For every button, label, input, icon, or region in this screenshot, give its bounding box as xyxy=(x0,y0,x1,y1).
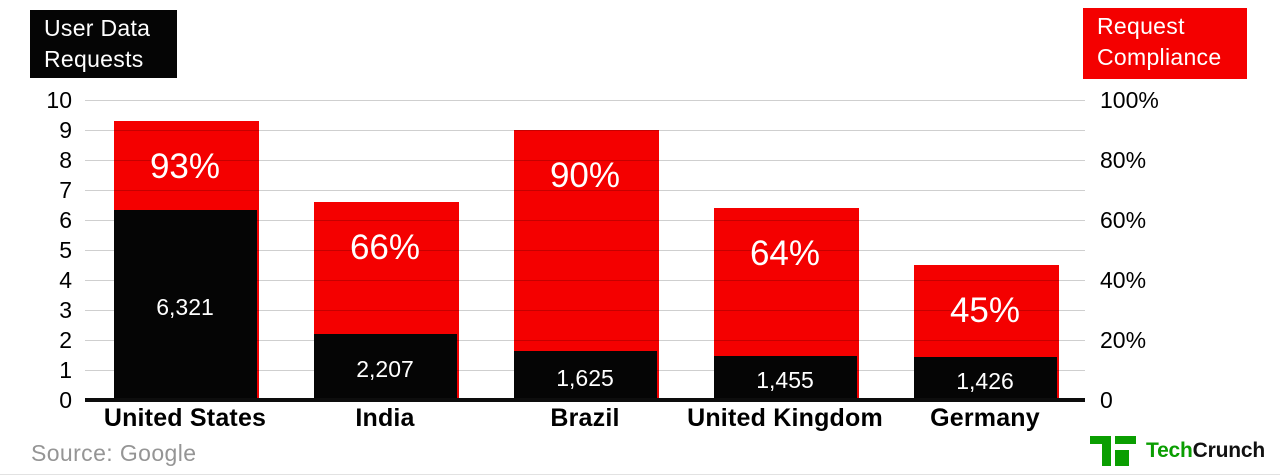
techcrunch-tc-icon xyxy=(1090,436,1136,466)
x-axis-label-united-kingdom: United Kingdom xyxy=(687,404,883,432)
bar-requests-germany xyxy=(914,357,1057,400)
gridline xyxy=(85,159,1085,161)
y-axis-tick-left: 0 xyxy=(59,387,72,413)
bar-percent-label: 90% xyxy=(549,156,621,195)
y-axis-tick-left: 5 xyxy=(59,237,72,263)
gridline xyxy=(85,309,1085,311)
x-axis-label-india: India xyxy=(355,404,415,432)
y-axis-tick-left: 7 xyxy=(59,177,72,203)
y-axis-tick-left: 6 xyxy=(59,207,72,233)
bar-value-label: 2,207 xyxy=(356,355,414,382)
gridline xyxy=(85,189,1085,191)
x-axis-label-germany: Germany xyxy=(930,404,1040,432)
bar-requests-brazil xyxy=(514,351,657,400)
bar-percent-label: 64% xyxy=(749,234,821,273)
legend-label-line: Compliance xyxy=(1097,44,1222,70)
bar-value-label: 6,321 xyxy=(156,294,214,321)
legend-request-compliance: Request Compliance xyxy=(1083,8,1247,79)
y-axis-tick-left: 3 xyxy=(59,297,72,323)
legend-label-line: User Data xyxy=(44,15,151,41)
bar-requests-india xyxy=(314,333,457,400)
gridline xyxy=(85,339,1085,341)
bar-percent-label: 66% xyxy=(349,228,421,267)
bar-value-label: 1,455 xyxy=(756,367,814,394)
x-axis-label-brazil: Brazil xyxy=(550,404,620,432)
wordmark-tech: Tech xyxy=(1146,439,1193,462)
bar-value-label: 1,625 xyxy=(556,364,614,391)
bar-requests-united-states xyxy=(114,210,257,400)
x-axis-line xyxy=(85,398,1085,402)
y-axis-tick-right: 100% xyxy=(1100,87,1159,113)
y-axis-tick-left: 2 xyxy=(59,327,72,353)
y-axis-tick-left: 9 xyxy=(59,117,72,143)
bar-value-label: 1,426 xyxy=(956,367,1014,394)
bar-percent-label: 93% xyxy=(149,147,221,186)
y-axis-tick-right: 80% xyxy=(1100,147,1147,173)
bar-percent-label: 45% xyxy=(949,291,1021,330)
y-axis-tick-left: 8 xyxy=(59,147,72,173)
legend-label-line: Requests xyxy=(44,46,144,72)
y-axis-tick-left: 1 xyxy=(59,357,72,383)
techcrunch-logo: TechCrunch xyxy=(1090,436,1265,466)
gridline xyxy=(85,99,1085,101)
legend-label-line: Request xyxy=(1097,13,1185,39)
legend-user-data-requests: User Data Requests xyxy=(30,10,177,78)
techcrunch-wordmark: TechCrunch xyxy=(1146,439,1265,463)
gridline xyxy=(85,129,1085,131)
y-axis-tick-right: 40% xyxy=(1100,267,1147,293)
wordmark-crunch: Crunch xyxy=(1192,439,1266,462)
y-axis-tick-right: 60% xyxy=(1100,207,1147,233)
y-axis-tick-left: 4 xyxy=(59,267,72,293)
bar-requests-united-kingdom xyxy=(714,356,857,400)
x-axis-label-united-states: United States xyxy=(103,404,267,432)
gridline xyxy=(85,249,1085,251)
gridline xyxy=(85,219,1085,221)
y-axis-tick-right: 0 xyxy=(1100,387,1113,413)
y-axis-tick-left: 10 xyxy=(46,87,72,113)
y-axis-tick-right: 20% xyxy=(1100,327,1147,353)
source-note: Source: Google xyxy=(31,440,197,466)
gridline xyxy=(85,279,1085,281)
